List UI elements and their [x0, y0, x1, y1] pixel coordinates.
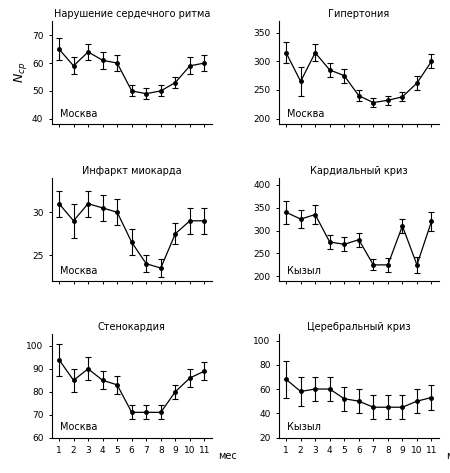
Title: Нарушение сердечного ритма: Нарушение сердечного ритма — [54, 9, 210, 19]
Text: мес: мес — [446, 451, 450, 462]
Title: Церебральный криз: Церебральный криз — [307, 322, 410, 333]
Y-axis label: $N_{cp}$: $N_{cp}$ — [12, 62, 29, 83]
Text: Кызыл: Кызыл — [287, 422, 321, 432]
Text: Кызыл: Кызыл — [287, 266, 321, 276]
Title: Гипертония: Гипертония — [328, 9, 389, 19]
Text: мес: мес — [219, 451, 237, 462]
Text: Москва: Москва — [60, 266, 97, 276]
Title: Стенокардия: Стенокардия — [98, 322, 166, 333]
Title: Кардиальный криз: Кардиальный криз — [310, 166, 408, 176]
Text: Москва: Москва — [287, 109, 324, 119]
Title: Инфаркт миокарда: Инфаркт миокарда — [82, 166, 181, 176]
Text: Москва: Москва — [60, 109, 97, 119]
Text: Москва: Москва — [60, 422, 97, 432]
